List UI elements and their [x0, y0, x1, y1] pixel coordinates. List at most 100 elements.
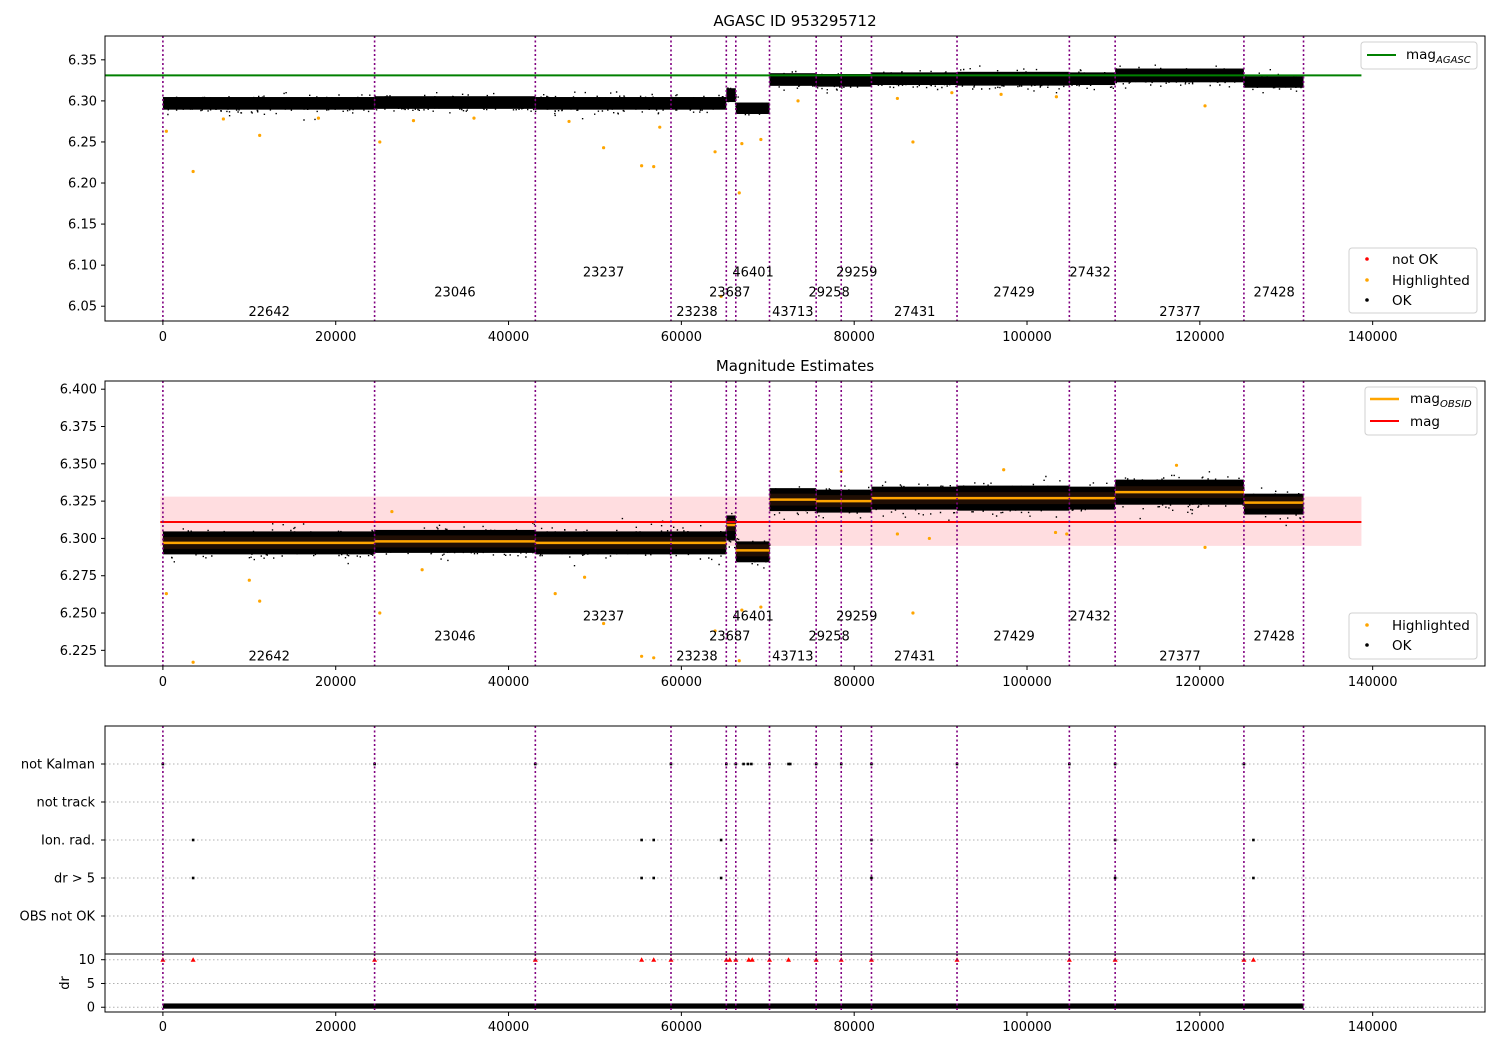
- magnitude-highlighted-point: [378, 611, 382, 615]
- magnitude-highlighted-point: [582, 575, 587, 579]
- magnitude-ytick-label: 6.375: [60, 420, 97, 435]
- magnitude-highlighted-point: [927, 536, 931, 541]
- magnitude-highlighted-point: [640, 654, 644, 658]
- magnitude-xtick-label: 100000: [1002, 675, 1052, 690]
- agasc-highlighted-point: [719, 294, 723, 298]
- agasc-highlighted-point: [640, 164, 644, 168]
- agasc-panel-content: 22642 23046 23237 23238 23687 46401 43713 29258…: [68, 35, 1486, 345]
- legend-highlighted-marker: [1365, 278, 1369, 282]
- agasc-legend-box: [1360, 41, 1478, 70]
- magnitude-xtick-label: 0: [159, 675, 167, 690]
- agasc-obsid-label: 27431: [894, 305, 935, 320]
- magnitude-ytick-label: 6.300: [60, 532, 97, 547]
- magnitude-panel-title: Magnitude Estimates: [716, 357, 874, 375]
- agasc-ok-cloud-core: [841, 74, 872, 87]
- agasc-panel-title: AGASC ID 953295712: [713, 12, 876, 30]
- agasc-highlighted-points: [164, 91, 1207, 298]
- agasc-obsid-label: 27377: [1159, 305, 1200, 320]
- dr-clipped-marker: [746, 957, 752, 962]
- magnitude-xtick-label: 120000: [1175, 675, 1225, 690]
- flag-point: [746, 762, 750, 766]
- magnitude-ytick-label: 6.350: [60, 457, 97, 472]
- flag-label: Ion. rad.: [41, 834, 95, 849]
- agasc-ytick-label: 6.35: [68, 53, 97, 68]
- agasc-ok-cloud-core: [374, 96, 536, 109]
- agasc-highlighted-point: [164, 129, 168, 133]
- flag-point: [640, 838, 643, 842]
- magnitude-obsid-label: 27431: [894, 650, 935, 665]
- magnitude-xtick-label: 60000: [661, 675, 702, 690]
- agasc-obsid-label: 23046: [434, 285, 475, 300]
- flags-panel: not Kalman not track Ion. rad. dr > 5 OBS no…: [20, 725, 1486, 1035]
- flag-point: [719, 838, 723, 842]
- agasc-highlighted-point: [1203, 104, 1207, 108]
- legend-not-ok-label: not OK: [1392, 252, 1439, 268]
- magnitude-plot-area: 22642 23046 23237 23238 23687 46401 43713 29258…: [160, 381, 1362, 666]
- flag-point: [640, 876, 643, 880]
- agasc-highlighted-point: [258, 133, 262, 137]
- magnitude-status-legend-box: [1348, 612, 1478, 660]
- legend-mag-agasc-sub: AGASC: [1435, 55, 1471, 66]
- legend-mag-label: mag: [1410, 414, 1440, 430]
- flags-panel-content: not Kalman not track Ion. rad. dr > 5 OBS no…: [20, 725, 1486, 1035]
- agasc-highlighted-point: [221, 117, 225, 121]
- dr-xtick-label: 0: [159, 1020, 167, 1035]
- legend-highlighted-label: Highlighted: [1392, 273, 1470, 289]
- legend-mag-obsid-main: mag: [1410, 391, 1440, 407]
- dr-clipped-marker: [749, 957, 755, 962]
- agasc-highlighted-point: [911, 140, 915, 144]
- dr-xtick-label: 120000: [1175, 1020, 1225, 1035]
- legend2-ok-label: OK: [1392, 638, 1413, 654]
- legend-not-ok-marker: [1365, 257, 1369, 261]
- magnitude-estimates-panel: Magnitude Estimates 22642 23046 23237 23238…: [60, 357, 1486, 690]
- agasc-ytick-label: 6.10: [68, 259, 97, 274]
- dr-clipped-marker: [786, 957, 792, 962]
- flag-point: [788, 762, 792, 766]
- magnitude-status-legend: Highlighted OK: [1348, 612, 1478, 660]
- dr-clipped-marker: [1250, 957, 1256, 962]
- agasc-highlighted-point: [378, 140, 382, 144]
- agasc-ytick-label: 6.20: [68, 177, 97, 192]
- flag-point: [652, 876, 656, 880]
- agasc-highlighted-point: [759, 137, 763, 142]
- dr-ylabel: dr: [58, 976, 73, 990]
- magnitude-highlighted-point: [895, 532, 899, 536]
- agasc-obsid-label: 22642: [249, 305, 290, 320]
- agasc-highlighted-point: [950, 91, 954, 95]
- flag-point: [1252, 838, 1255, 842]
- agasc-obsid-label: 29258: [808, 285, 849, 300]
- flag-point: [1252, 876, 1255, 880]
- legend2-ok-marker: [1365, 643, 1369, 647]
- agasc-ok-cloud-core: [871, 72, 958, 86]
- dr-clipped-marker: [190, 957, 196, 962]
- agasc-highlighted-point: [601, 146, 606, 150]
- agasc-highlighted-point: [567, 119, 571, 124]
- magnitude-highlighted-point: [191, 660, 195, 664]
- agasc-obsid-label: 27429: [993, 285, 1034, 300]
- magnitude-obsid-label: 43713: [772, 650, 813, 665]
- dr-ytick-label: 10: [78, 953, 95, 968]
- flag-label: not track: [36, 796, 95, 811]
- dr-clipped-marker: [651, 957, 657, 962]
- agasc-obsid-label: 46401: [732, 266, 773, 281]
- flag-point: [870, 876, 873, 880]
- magnitude-highlighted-point: [1053, 530, 1058, 535]
- agasc-highlighted-point: [658, 125, 662, 129]
- magnitude-xtick-label: 20000: [315, 675, 356, 690]
- dr-ytick-label: 0: [87, 1001, 95, 1016]
- magnitude-obsid-label: 27429: [993, 629, 1034, 644]
- agasc-ok-points: [162, 64, 1304, 121]
- agasc-ok-cloud-core: [726, 88, 736, 103]
- dr-xtick-label: 140000: [1348, 1020, 1398, 1035]
- legend-mag-agasc-main: mag: [1406, 47, 1436, 63]
- dr-plot-area: [105, 954, 1485, 1012]
- dr-xtick-label: 100000: [1002, 1020, 1052, 1035]
- agasc-xtick-label: 60000: [661, 330, 702, 345]
- agasc-highlighted-point: [713, 150, 717, 154]
- magnitude-obsid-label: 29259: [836, 609, 877, 624]
- magnitude-ytick-label: 6.250: [60, 607, 97, 622]
- agasc-highlighted-point: [740, 141, 744, 146]
- agasc-highlighted-point: [316, 116, 321, 120]
- agasc-ok-cloud-core: [1069, 72, 1116, 86]
